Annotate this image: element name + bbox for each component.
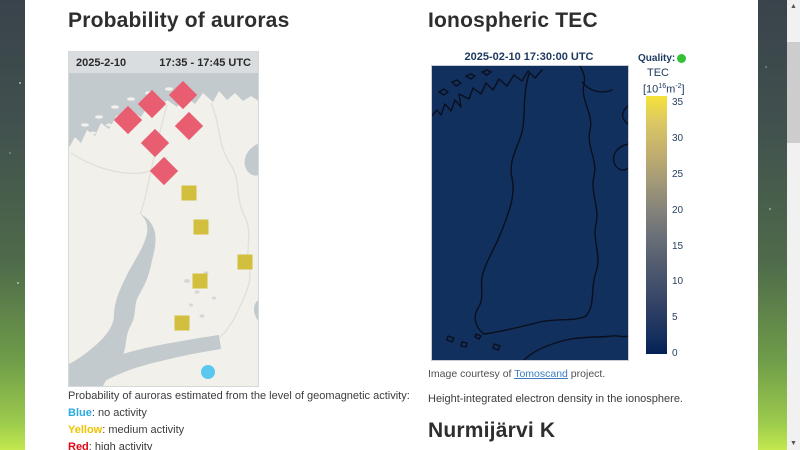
star-dot (765, 66, 767, 68)
tec-colorbar (646, 96, 667, 354)
image-credit: Image courtesy of Tomoscand project. (428, 368, 606, 380)
aurora-map-time-range: 17:35 - 17:45 UTC (159, 56, 251, 69)
scroll-down-arrow-icon[interactable]: ▼ (790, 440, 797, 447)
aurora-marker-high-activity (149, 156, 179, 186)
quality-label: Quality: (638, 53, 676, 64)
legend-key-red: Red (68, 441, 89, 450)
tec-description: Height-integrated electron density in th… (428, 393, 683, 405)
legend-desc-blue: : no activity (91, 407, 147, 419)
colorbar-ticks: 35 30 25 20 15 10 5 0 (672, 96, 696, 359)
aurora-map-body (69, 73, 258, 386)
quality-indicator: Quality: (638, 53, 687, 64)
colorbar-tick-15: 15 (672, 240, 684, 252)
colorbar-tick-30: 30 (672, 133, 684, 144)
aurora-marker-high-activity (137, 89, 167, 119)
colorbar-title: TEC (647, 67, 669, 79)
tec-map (429, 65, 629, 361)
colorbar-tick-20: 20 (672, 204, 684, 216)
legend-key-yellow: Yellow (68, 424, 103, 436)
nurmijarvi-section-title: Nurmijärvi K (428, 419, 556, 442)
colorbar-label: TEC [1016m-2] (643, 66, 685, 97)
legend-item-yellow: Yellow: medium activity (68, 424, 184, 436)
aurora-probability-map: 2025-2-10 17:35 - 17:45 UTC (68, 51, 259, 387)
legend-item-red: Red: high activity (68, 441, 152, 450)
colorbar-tick-5: 5 (672, 312, 678, 324)
quality-status-icon (677, 54, 687, 63)
legend-item-blue: Blue: no activity (68, 407, 147, 419)
aurora-marker-high-activity (113, 105, 143, 135)
colorbar-tick-35: 35 (672, 97, 684, 109)
aurora-marker-medium-activity (193, 219, 209, 235)
colorbar-tick-0: 0 (672, 348, 678, 359)
aurora-marker-high-activity (174, 111, 204, 141)
star-dot (17, 282, 19, 284)
aurora-marker-medium-activity (174, 315, 190, 331)
aurora-marker-medium-activity (237, 254, 253, 270)
fennoscandia-map-graphic (69, 73, 258, 386)
legend-key-blue: Blue (68, 407, 92, 419)
content-area: Probability of auroras Ionospheric TEC 2… (25, 0, 758, 450)
aurora-marker-medium-activity (181, 185, 197, 201)
colorbar-tick-25: 25 (672, 168, 684, 180)
aurora-marker-high-activity (140, 128, 170, 158)
legend-desc-red: : high activity (88, 441, 153, 450)
star-dot (769, 208, 771, 210)
aurora-map-header: 2025-2-10 17:35 - 17:45 UTC (69, 52, 258, 73)
aurora-marker-layer (69, 73, 258, 386)
scroll-up-arrow-icon[interactable]: ▲ (790, 3, 797, 10)
aurora-marker-high-activity (168, 80, 198, 110)
aurora-marker-medium-activity (192, 273, 208, 289)
legend-desc-yellow: : medium activity (102, 424, 185, 436)
aurora-section-title: Probability of auroras (68, 9, 290, 32)
aurora-map-date: 2025-2-10 (76, 56, 127, 69)
tec-timestamp: 2025-02-10 17:30:00 UTC (464, 51, 594, 63)
legend-intro: Probability of auroras estimated from th… (68, 390, 410, 402)
colorbar-tick-10: 10 (672, 276, 684, 288)
star-dot (9, 152, 11, 154)
colorbar-unit: [1016m-2] (643, 83, 685, 96)
scrollbar-thumb[interactable] (787, 42, 800, 143)
tomoscand-link[interactable]: Tomoscand (514, 368, 568, 380)
tec-map-graphic (429, 65, 629, 361)
tec-section-title: Ionospheric TEC (428, 9, 598, 32)
scrollbar-track[interactable]: ▲ ▼ (787, 0, 800, 450)
aurora-marker-none-activity (201, 365, 215, 379)
star-dot (19, 82, 21, 84)
